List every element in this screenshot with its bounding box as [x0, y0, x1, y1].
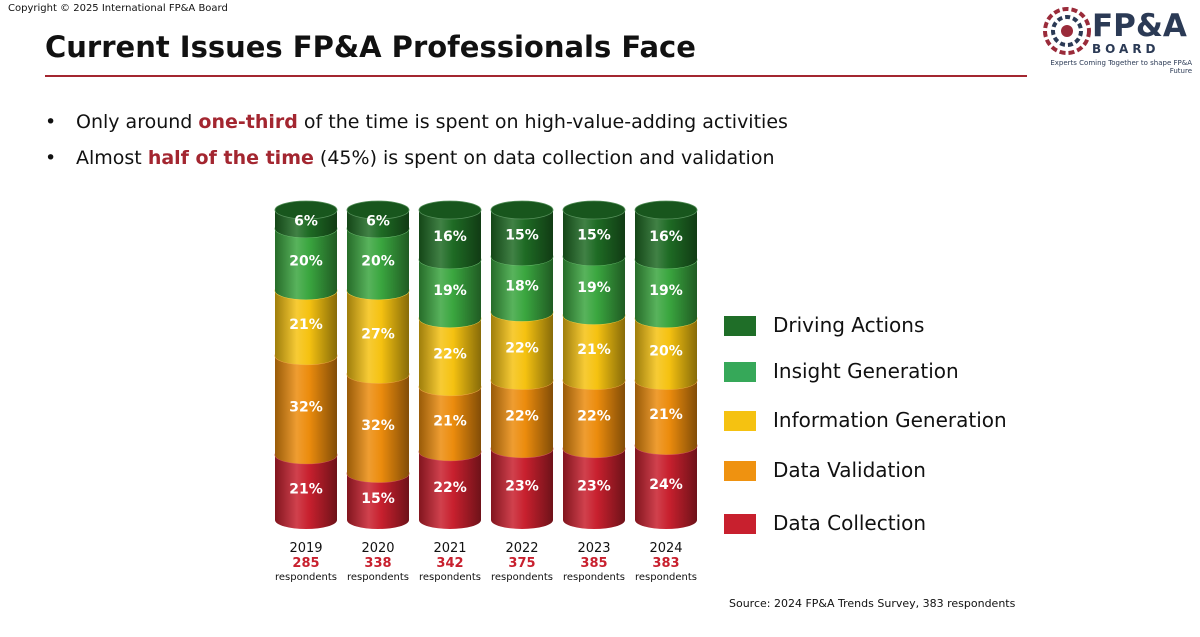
- respondents-label: respondents: [347, 572, 409, 583]
- legend-swatch: [724, 461, 756, 481]
- bullet-list: • Only around one-third of the time is s…: [45, 108, 788, 180]
- year-tick-label: 2019: [289, 541, 322, 556]
- year-tick-label: 2021: [433, 541, 466, 556]
- respondents-label: respondents: [635, 572, 697, 583]
- data-label: 16%: [433, 229, 467, 245]
- respondents-count: 285: [292, 556, 319, 571]
- bullet-dot-icon: •: [45, 111, 57, 133]
- legend-item-driving-actions: Driving Actions: [724, 310, 1044, 340]
- data-label: 32%: [361, 418, 395, 434]
- year-tick-label: 2022: [505, 541, 538, 556]
- data-label: 21%: [433, 413, 467, 429]
- bullet-text: of the time is spent on high-value-addin…: [297, 111, 788, 133]
- bullet-text: Almost: [76, 147, 148, 169]
- data-label: 21%: [289, 317, 323, 333]
- bullet-highlight: one-third: [198, 111, 298, 133]
- bullet-item-half-time: • Almost half of the time (45%) is spent…: [45, 144, 788, 180]
- data-label: 20%: [289, 254, 323, 270]
- data-label: 22%: [505, 340, 539, 356]
- respondents-count: 375: [508, 556, 535, 571]
- legend-item-insight-generation: Insight Generation: [724, 356, 1044, 386]
- logo-mark-icon: [1043, 7, 1091, 55]
- data-label: 22%: [433, 347, 467, 363]
- legend-swatch: [724, 514, 756, 534]
- data-label: 15%: [577, 227, 611, 243]
- logo-tagline: Experts Coming Together to shape FP&A Fu…: [1050, 59, 1192, 75]
- data-label: 15%: [505, 227, 539, 243]
- bullet-dot-icon: •: [45, 147, 57, 169]
- year-tick-label: 2020: [361, 541, 394, 556]
- title-divider: [45, 75, 1027, 77]
- page-title: Current Issues FP&A Professionals Face: [45, 30, 696, 64]
- bullet-highlight: half of the time: [147, 147, 314, 169]
- data-label: 6%: [366, 213, 390, 229]
- legend-label: Information Generation: [773, 408, 1007, 432]
- legend-label: Data Validation: [773, 458, 926, 482]
- bar-segment-driving-actions-2019: [274, 200, 338, 238]
- data-label: 15%: [361, 491, 395, 507]
- bar-segment-driving-actions-2021: [418, 200, 482, 269]
- legend-label: Insight Generation: [773, 359, 959, 383]
- data-label: 18%: [505, 278, 539, 294]
- year-tick-label: 2023: [577, 541, 610, 556]
- stacked-cylinder-chart: 21%32%21%20%6%2019285respondents15%32%27…: [274, 200, 698, 583]
- data-label: 21%: [577, 342, 611, 358]
- respondents-label: respondents: [419, 572, 481, 583]
- bar-segment-driving-actions-2023: [562, 200, 626, 266]
- respondents-label: respondents: [275, 572, 337, 583]
- bullet-item-one-third: • Only around one-third of the time is s…: [45, 108, 788, 144]
- data-label: 21%: [649, 407, 683, 423]
- copyright-notice: Copyright © 2025 International FP&A Boar…: [8, 3, 228, 14]
- logo-sub: BOARD: [1092, 42, 1160, 56]
- data-label: 19%: [649, 283, 683, 299]
- respondents-count: 338: [364, 556, 391, 571]
- respondents-label: respondents: [491, 572, 553, 583]
- data-label: 32%: [289, 399, 323, 415]
- legend-label: Driving Actions: [773, 313, 925, 337]
- data-label: 6%: [294, 213, 318, 229]
- data-label: 22%: [577, 409, 611, 425]
- bullet-text: Only around: [76, 111, 199, 133]
- respondents-count: 385: [580, 556, 607, 571]
- data-label: 23%: [577, 478, 611, 494]
- respondents-count: 342: [436, 556, 463, 571]
- data-label: 22%: [505, 409, 539, 425]
- data-label: 24%: [649, 477, 683, 493]
- data-label: 22%: [433, 480, 467, 496]
- data-label: 19%: [577, 280, 611, 296]
- data-label: 20%: [361, 254, 395, 270]
- year-tick-label: 2024: [649, 541, 682, 556]
- legend-label: Data Collection: [773, 511, 927, 535]
- data-label: 20%: [649, 344, 683, 360]
- legend-swatch: [724, 316, 756, 336]
- legend-swatch: [724, 411, 756, 431]
- data-label: 16%: [649, 229, 683, 245]
- respondents-label: respondents: [563, 572, 625, 583]
- respondents-count: 383: [652, 556, 679, 571]
- data-label: 19%: [433, 283, 467, 299]
- bar-segment-driving-actions-2022: [490, 200, 554, 266]
- legend-item-data-validation: Data Validation: [724, 455, 1044, 485]
- data-label: 21%: [289, 481, 323, 497]
- logo-name: FP&A: [1092, 8, 1187, 44]
- source-note: Source: 2024 FP&A Trends Survey, 383 res…: [729, 597, 1016, 610]
- bar-segment-driving-actions-2020: [346, 200, 410, 238]
- bullet-text: (45%) is spent on data collection and va…: [313, 147, 775, 169]
- data-label: 23%: [505, 478, 539, 494]
- legend-item-information-generation: Information Generation: [724, 405, 1044, 435]
- legend-item-data-collection: Data Collection: [724, 508, 1044, 538]
- legend-swatch: [724, 362, 756, 382]
- data-label: 27%: [361, 326, 395, 342]
- bar-segment-driving-actions-2024: [634, 200, 698, 269]
- fpa-board-logo: FP&A BOARD Experts Coming Together to sh…: [1040, 4, 1192, 75]
